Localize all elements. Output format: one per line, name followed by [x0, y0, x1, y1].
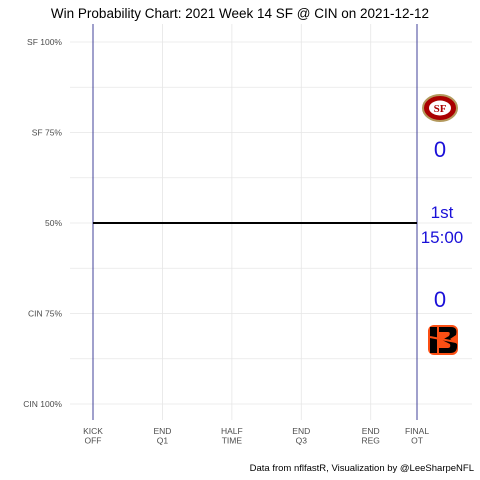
y-axis: SF 100% SF 75% 50% CIN 75% CIN 100%	[23, 37, 62, 409]
x-tick-label: OT	[411, 436, 423, 446]
quarter-label: 1st	[431, 203, 454, 222]
x-tick-label: TIME	[222, 436, 243, 446]
chart-caption: Data from nflfastR, Visualization by @Le…	[250, 463, 474, 474]
sf-logo-text: SF	[434, 103, 447, 115]
x-tick-label: KICK	[83, 426, 103, 436]
y-tick-label: 50%	[45, 218, 62, 228]
game-clock: 15:00	[421, 228, 464, 247]
y-tick-label: SF 75%	[32, 128, 63, 138]
chart-title: Win Probability Chart: 2021 Week 14 SF @…	[51, 6, 429, 21]
sf-49ers-logo-icon: SF	[422, 94, 458, 122]
x-tick-label: END	[292, 426, 310, 436]
y-tick-label: CIN 100%	[23, 399, 62, 409]
x-tick-label: OFF	[85, 436, 102, 446]
x-tick-label: Q3	[296, 436, 308, 446]
cin-bengals-logo-icon	[428, 325, 458, 355]
x-tick-label: REG	[362, 436, 380, 446]
x-tick-label: END	[362, 426, 380, 436]
away-score: 0	[434, 137, 446, 162]
x-tick-label: Q1	[157, 436, 169, 446]
x-tick-label: FINAL	[405, 426, 429, 436]
y-tick-label: CIN 75%	[28, 309, 62, 319]
x-tick-label: HALF	[221, 426, 243, 436]
home-score: 0	[434, 287, 446, 312]
x-tick-label: END	[153, 426, 171, 436]
y-tick-label: SF 100%	[27, 37, 62, 47]
